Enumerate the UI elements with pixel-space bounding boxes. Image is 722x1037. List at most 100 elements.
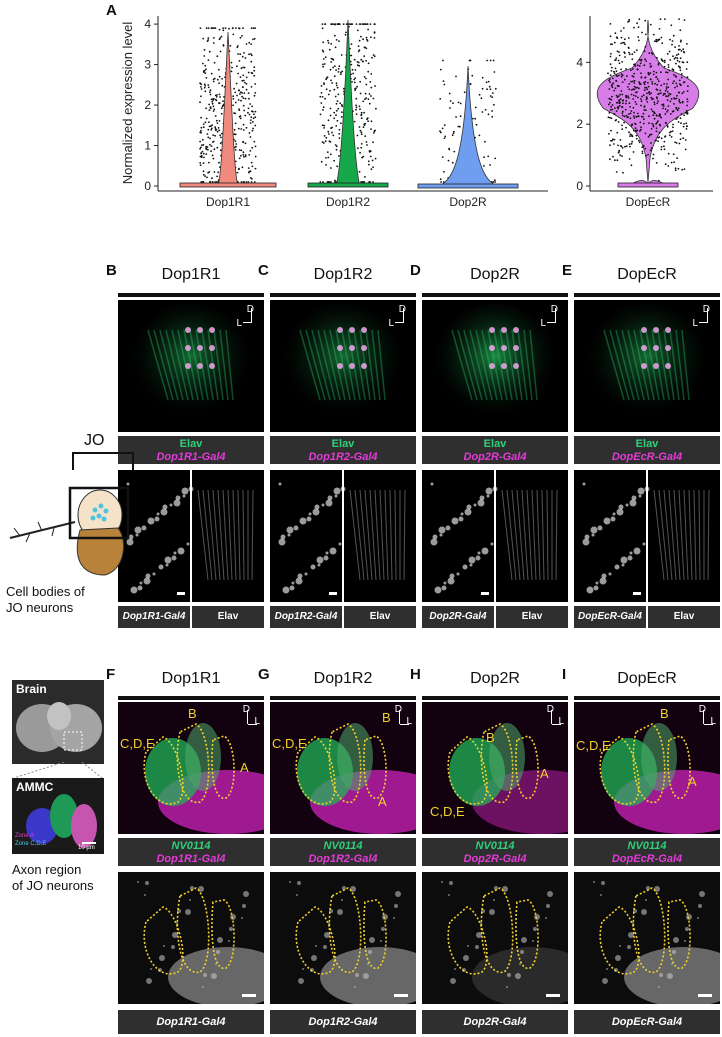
data-point xyxy=(323,83,325,85)
compass-d: D xyxy=(247,304,254,315)
data-point xyxy=(635,49,638,52)
data-point xyxy=(365,77,367,80)
compass-d: D xyxy=(243,704,250,715)
data-point xyxy=(637,96,639,99)
panel-letter-i: I xyxy=(562,666,567,683)
data-point xyxy=(629,106,631,108)
title-bar xyxy=(270,696,416,700)
data-point xyxy=(655,71,658,74)
zone-a-label: A xyxy=(240,760,249,775)
data-point xyxy=(628,53,631,56)
data-point xyxy=(372,141,374,144)
data-point xyxy=(684,148,687,151)
data-point xyxy=(615,79,617,82)
data-point xyxy=(627,21,629,23)
data-point xyxy=(609,81,611,84)
data-point xyxy=(631,58,634,61)
data-point xyxy=(646,88,649,91)
data-point xyxy=(621,128,624,131)
data-point xyxy=(207,59,210,61)
data-point xyxy=(472,117,474,120)
data-point xyxy=(666,126,669,128)
channel-label-bar: NV0114 DopEcR-Gal4 xyxy=(574,838,720,866)
data-point xyxy=(651,53,654,55)
data-point xyxy=(323,63,326,65)
data-point xyxy=(617,101,619,104)
data-point xyxy=(640,72,642,75)
data-point xyxy=(249,136,252,138)
data-point xyxy=(627,116,629,118)
data-point xyxy=(682,125,685,128)
data-point xyxy=(361,156,363,159)
data-point xyxy=(222,29,225,32)
data-point xyxy=(616,37,619,40)
data-point xyxy=(351,81,353,83)
data-point xyxy=(199,162,202,164)
data-point xyxy=(652,114,655,117)
violin-chart-left: Normalized expression level 0 1 2 3 4 Dop1R1… xyxy=(120,16,548,208)
data-point xyxy=(360,117,363,120)
data-point xyxy=(648,93,651,96)
data-point xyxy=(634,101,637,103)
panel-letter-c: C xyxy=(258,262,269,279)
data-point xyxy=(662,103,665,106)
data-point xyxy=(235,82,238,85)
data-point xyxy=(240,99,242,102)
data-point xyxy=(677,53,680,56)
data-point xyxy=(327,156,330,159)
data-point xyxy=(659,89,662,92)
data-point xyxy=(635,137,638,140)
data-point xyxy=(641,31,643,34)
zoom-lines xyxy=(13,762,103,778)
data-point xyxy=(625,126,627,129)
data-point xyxy=(238,157,241,160)
data-point xyxy=(252,117,255,120)
data-point xyxy=(644,45,647,48)
x-tick-dopecr: DopEcR xyxy=(626,195,671,208)
data-point xyxy=(353,78,356,81)
micrograph-axon-gray xyxy=(270,872,416,1004)
data-point xyxy=(336,119,339,122)
y-tick-label: 2 xyxy=(144,98,151,112)
data-point xyxy=(253,94,256,97)
data-point xyxy=(686,104,688,107)
panel-title: Dop1R2 xyxy=(313,266,373,283)
compass-l: L xyxy=(540,318,546,329)
data-point xyxy=(214,129,217,131)
data-point xyxy=(254,124,257,127)
data-point xyxy=(672,69,675,72)
data-point xyxy=(212,80,215,83)
data-point xyxy=(679,132,682,135)
data-point xyxy=(250,72,253,74)
data-point xyxy=(647,82,649,84)
scale-bar xyxy=(546,994,560,997)
data-point xyxy=(656,78,659,80)
data-point xyxy=(629,69,632,72)
data-point xyxy=(252,27,255,29)
data-point xyxy=(638,59,641,61)
data-point xyxy=(330,127,332,130)
data-point xyxy=(660,116,663,119)
data-point xyxy=(327,42,330,44)
data-point xyxy=(330,79,332,82)
data-point xyxy=(633,85,636,88)
data-point xyxy=(241,95,243,98)
data-point xyxy=(652,124,655,126)
data-point xyxy=(325,164,327,166)
data-point xyxy=(238,89,240,92)
data-point xyxy=(635,103,638,105)
data-point xyxy=(357,50,360,53)
data-point xyxy=(209,107,212,110)
data-point xyxy=(651,110,654,113)
panel-title: DopEcR xyxy=(617,670,677,687)
data-point xyxy=(643,64,646,67)
data-point xyxy=(486,88,488,91)
data-point xyxy=(625,100,628,102)
compass-horizontal xyxy=(248,724,257,725)
data-point xyxy=(684,139,687,141)
data-point xyxy=(440,181,442,183)
data-point xyxy=(200,152,203,154)
data-point xyxy=(624,43,626,46)
data-point xyxy=(650,133,653,136)
data-point xyxy=(671,40,674,42)
